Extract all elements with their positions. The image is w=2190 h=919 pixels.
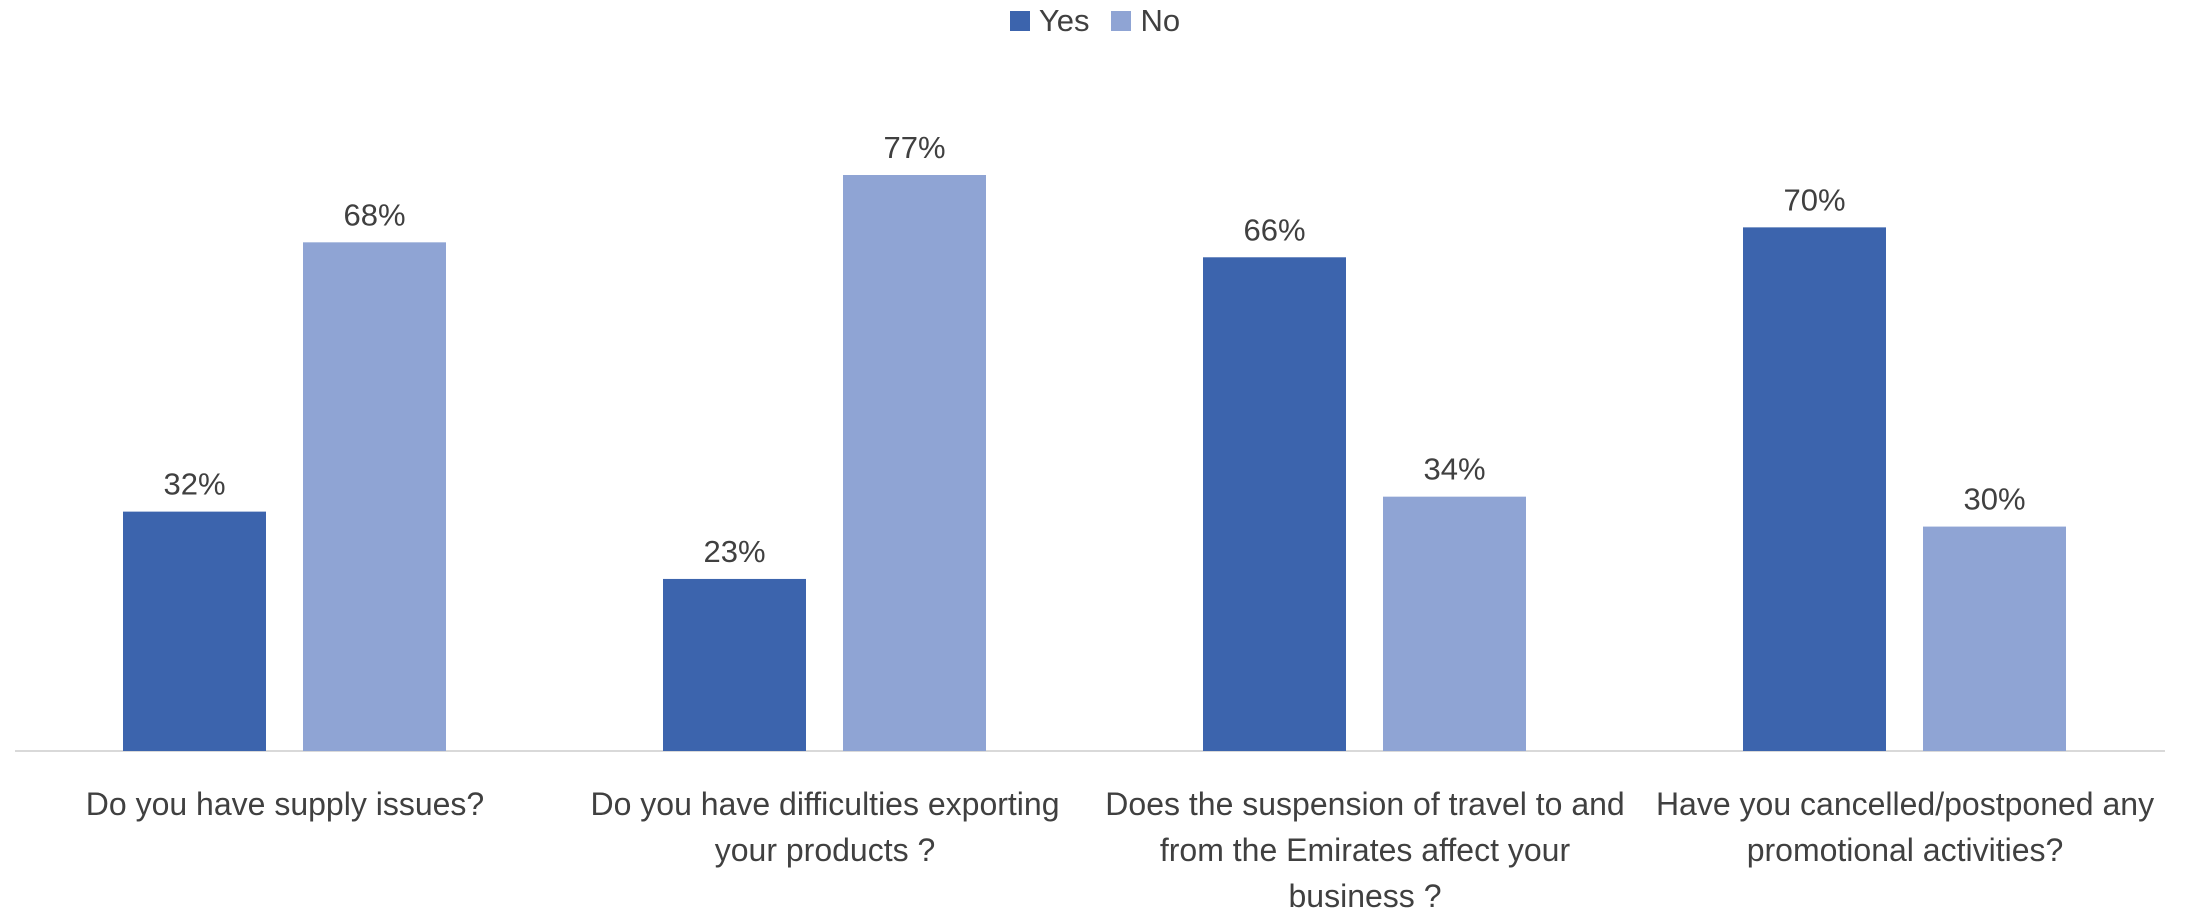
data-label-yes-4: 70%	[1783, 182, 1845, 217]
data-label-yes-2: 23%	[703, 534, 765, 569]
bar-no-1	[303, 242, 446, 751]
bar-yes-3	[1203, 257, 1346, 751]
category-label-2: Do you have difficulties exporting your …	[590, 786, 1060, 868]
category-label-1: Do you have supply issues?	[85, 786, 485, 822]
bar-no-2	[843, 175, 986, 751]
legend-label-yes: Yes	[1038, 3, 1090, 38]
data-label-yes-1: 32%	[163, 467, 225, 502]
bar-yes-4	[1743, 227, 1886, 751]
legend-swatch-yes	[1009, 11, 1030, 31]
legend-swatch-no	[1111, 11, 1132, 31]
data-label-no-2: 77%	[883, 130, 945, 165]
bar-no-3	[1383, 496, 1526, 751]
data-label-yes-3: 66%	[1243, 212, 1305, 247]
legend-item-no: No	[1111, 3, 1180, 39]
bar-yes-2	[663, 578, 806, 751]
bar-no-4	[1923, 526, 2066, 751]
category-label-3: Does the suspension of travel to and fro…	[1105, 786, 1625, 914]
legend-label-no: No	[1140, 3, 1181, 38]
category-label-4: Have you cancelled/postponed any promoti…	[1655, 786, 2155, 868]
data-label-no-4: 30%	[1963, 482, 2025, 517]
bar-yes-1	[123, 511, 266, 751]
data-label-no-3: 34%	[1423, 452, 1485, 487]
legend-item-yes: Yes	[1009, 3, 1090, 39]
legend: Yes No	[0, 0, 2190, 42]
data-label-no-1: 68%	[343, 197, 405, 232]
